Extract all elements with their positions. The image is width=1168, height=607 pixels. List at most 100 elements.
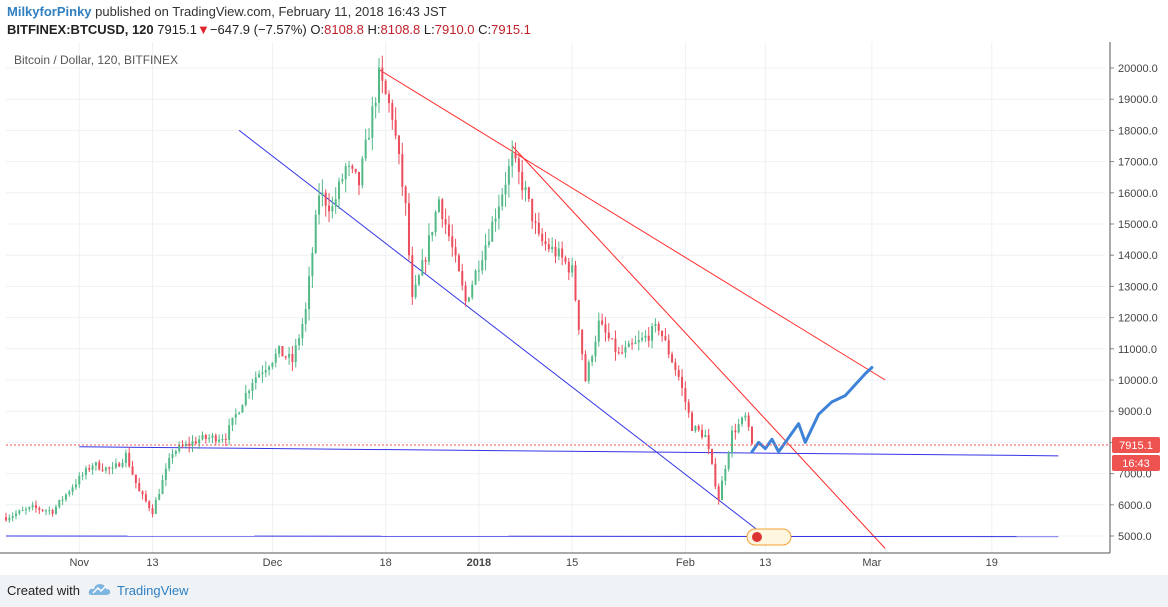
candle-body [677,370,680,377]
high-label: H: [367,22,381,37]
candle-body [701,429,704,438]
candle-body [308,276,311,310]
last-price-tag [1112,437,1160,454]
candle-body [704,435,707,438]
candle-body [421,260,424,276]
time-tag-text: 16:43 [1122,458,1150,470]
candle-body [331,206,334,212]
forecast-line [750,366,874,454]
author-link[interactable]: MilkyforPinky [7,4,92,19]
candle-body [657,324,660,331]
candle-body [734,430,737,433]
event-flag-icon [746,528,792,546]
candle-body [191,441,194,446]
candle-body [58,500,61,507]
candle-body [341,179,344,182]
symbol-label: BITFINEX:BTCUSD, 120 [7,22,154,37]
candle-body [88,468,91,470]
candle-body [537,222,540,234]
y-tick-label: 15000.0 [1118,219,1158,231]
candle-body [144,494,147,502]
candle-body [687,402,690,413]
grid [0,42,1168,575]
candle-body [384,80,387,95]
candle-body [707,435,710,450]
candle-body [594,341,597,357]
candle-body [334,199,337,207]
candle-body [591,356,594,363]
candle-body [354,168,357,172]
candle-body [674,362,677,371]
candle-body [361,158,364,186]
candle-body [447,224,450,237]
candle-body [274,353,277,363]
candle-body [288,353,291,358]
candle-body [471,284,474,298]
y-tick-label: 10000.0 [1118,375,1158,387]
candle-body [281,346,284,357]
price-change: −647.9 (−7.57%) [209,22,307,37]
candle-body [254,377,257,383]
y-tick-label: 19000.0 [1118,94,1158,106]
candle-body [271,362,274,367]
candle-body [171,453,174,458]
candle-body [644,335,647,338]
candle-body [631,343,634,345]
candle-body [5,517,7,521]
candle-body [168,457,171,469]
chart-area[interactable]: 5000.06000.07000.08000.09000.010000.0110… [0,42,1168,575]
candle-body [731,430,734,453]
candle-body [264,369,267,373]
chart-legend: Bitcoin / Dollar, 120, BITFINEX [14,53,178,67]
x-tick-label: 13 [146,557,158,569]
candle-body [681,376,684,389]
candle-body [204,434,207,439]
candle-body [517,158,520,172]
candle-body [284,356,287,358]
candle-body [411,255,414,298]
x-tick-label: 18 [380,557,392,569]
candle-body [744,415,747,418]
candle-body [581,329,584,355]
tradingview-link[interactable]: TradingView [117,583,189,598]
candle-body [607,332,610,339]
x-tick-label: Feb [676,557,695,569]
candle-body [34,505,37,508]
candle-body [571,265,574,273]
candle-body [294,345,297,363]
candle-body [541,233,544,242]
candle-body [238,412,241,415]
candle-body [634,342,637,344]
y-tick-label: 7000.0 [1118,469,1152,481]
candle-body [11,515,14,518]
x-tick-label: Dec [263,557,283,569]
tradingview-cloud-icon[interactable] [88,581,112,597]
candle-body [211,435,214,438]
y-tick-label: 18000.0 [1118,125,1158,137]
candle-body [467,297,470,302]
y-tick-label: 17000.0 [1118,157,1158,169]
candle-body [64,494,67,500]
candle-body [521,171,524,191]
candle-body [531,198,534,222]
open-label: O: [310,22,325,37]
candle-body [424,260,427,262]
candle-body [694,426,697,431]
candle-body [511,152,514,167]
candle-body [51,510,54,514]
candle-body [484,245,487,261]
blue-trend-line [79,446,1059,457]
candle-body [301,323,304,339]
candle-body [348,165,351,167]
candle-body [364,139,367,159]
price-chart[interactable]: 5000.06000.07000.08000.09000.010000.0110… [0,42,1168,575]
candle-body [564,257,567,262]
candle-body [457,255,460,272]
candle-body [727,452,730,469]
candle-body [114,463,117,468]
candle-body [68,491,71,495]
candle-body [234,414,237,418]
candle-body [218,439,221,442]
candle-body [224,438,227,440]
candle-body [747,415,750,427]
